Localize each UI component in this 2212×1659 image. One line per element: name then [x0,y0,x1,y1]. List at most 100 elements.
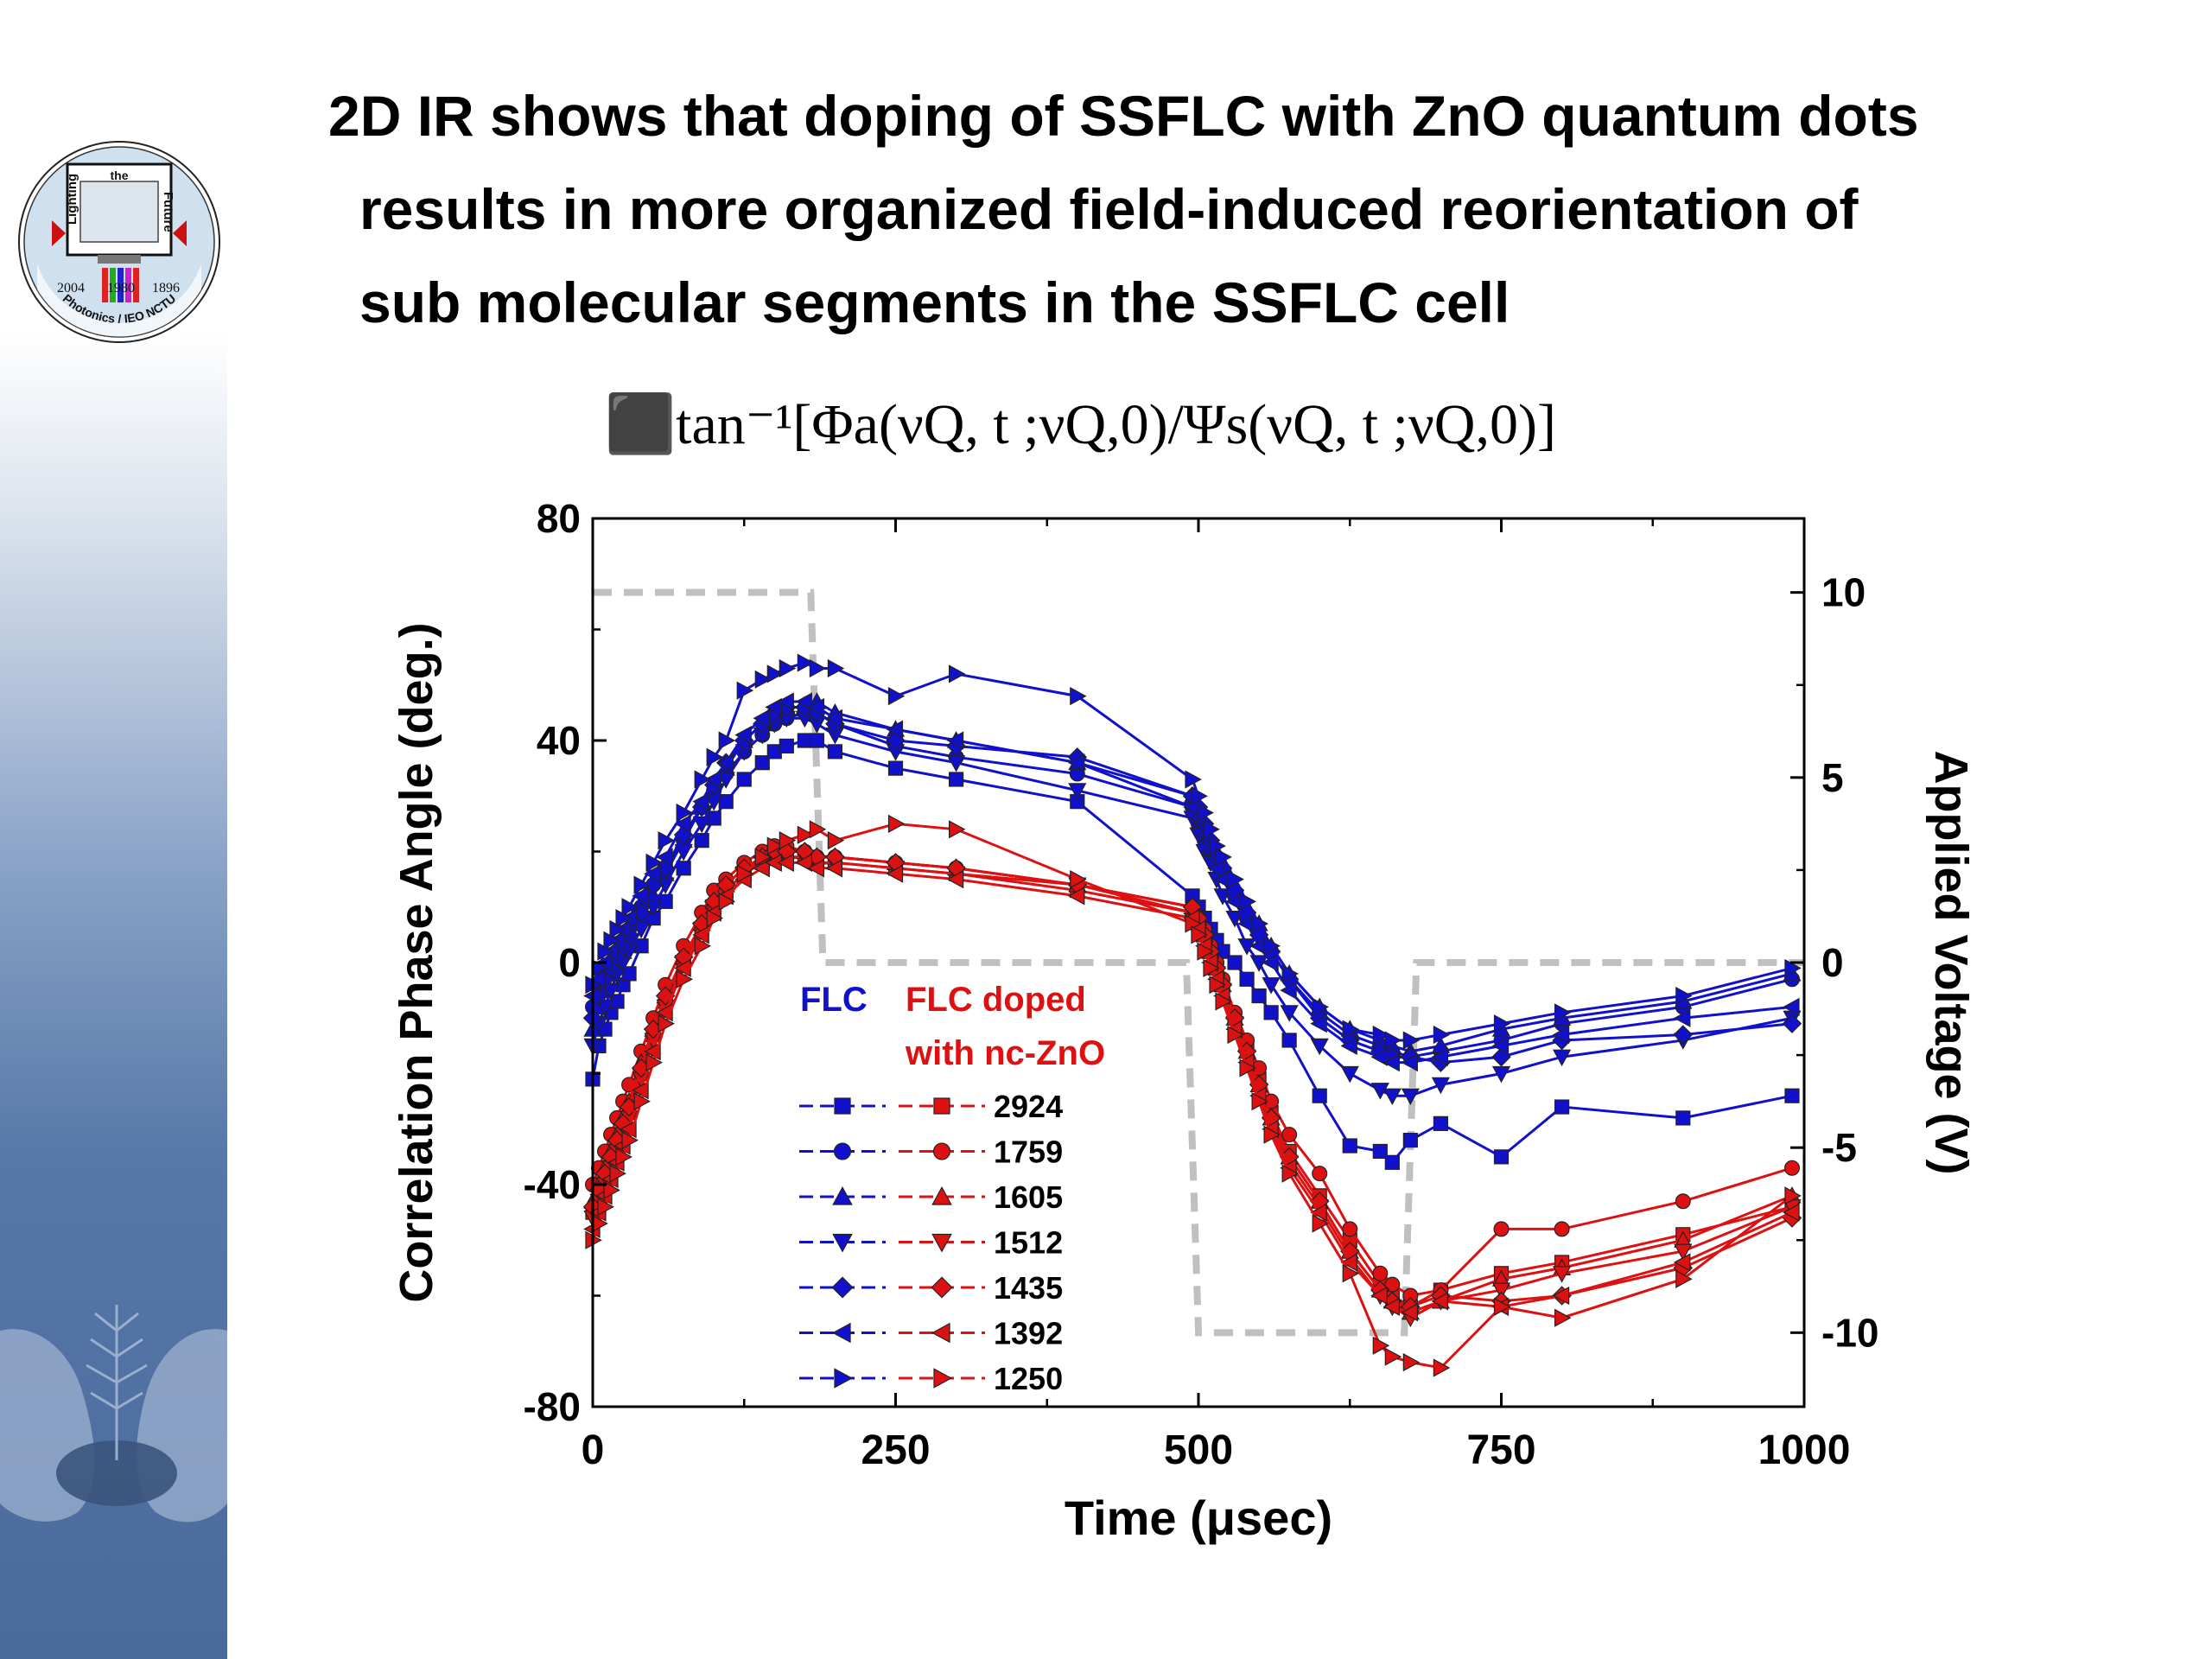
flc-point-1250 [1312,997,1330,1017]
flc-point-1250 [1493,1014,1511,1033]
legend-marker-flc [831,1276,854,1299]
flc-point-1392 [716,753,734,772]
doped-point-1250 [615,1147,632,1166]
doped-point-1392 [1401,1303,1418,1322]
flc-point-1512 [1340,1065,1359,1084]
doped-point-1392 [1382,1297,1400,1316]
legend-marker-doped [931,1322,950,1344]
y2-tick-label: 5 [1821,755,1844,800]
flc-point-1392 [1370,1047,1388,1066]
flc-point-1435 [1782,1014,1802,1033]
flc-point-1512 [1401,1088,1420,1106]
flc-point-2924 [1312,1088,1327,1103]
flc-point-1250 [1263,937,1281,956]
y-tick-label: 80 [537,496,581,541]
legend-marker-flc [834,1368,854,1389]
flc-series-line-1435 [591,705,1793,1065]
flc-point-2924 [754,755,770,771]
flc-point-1250 [1197,803,1214,823]
doped-point-1250 [1384,1347,1402,1366]
x-tick-label: 1000 [1758,1427,1851,1473]
flc-point-1392 [656,848,673,867]
flc-point-1392 [777,692,794,711]
flc-point-1392 [753,709,770,728]
flc-point-1250 [779,658,797,678]
legend-entry-label: 1435 [994,1270,1063,1306]
flc-point-1250 [658,831,675,850]
doped-point-1250 [621,1130,639,1150]
legend-marker-flc [832,1233,853,1253]
y-tick-label: -40 [524,1162,581,1207]
doped-point-1250 [1251,1092,1268,1111]
flc-point-1250 [1239,892,1256,911]
doped-point-1250 [706,908,724,928]
y-axis-label: Correlation Phase Angle (deg.) [391,622,442,1302]
flc-point-1250 [718,731,736,750]
doped-point-1250 [645,1053,663,1072]
flc-point-1250 [1203,820,1220,839]
flc-point-1392 [632,887,649,906]
flc-point-1392 [1673,1008,1691,1027]
flc-point-2924 [1433,1116,1449,1131]
doped-point-1250 [658,1014,675,1033]
flc-point-2924 [1554,1099,1570,1115]
doped-point-1250 [1402,1352,1421,1372]
doped-point-1250 [887,814,906,833]
doped-point-1435 [655,986,676,1006]
doped-point-1250 [1239,1058,1256,1077]
doped-point-1250 [1070,870,1087,889]
legend-entry-label: 1759 [994,1135,1063,1170]
phase-angle-chart: 0 250 500 750 1000 80 40 0 -40 -80 10 5 0 -5 -10 Time (… [391,496,1977,1545]
x-tick-label: 250 [861,1427,930,1473]
logo-text-the: the [111,168,129,182]
flc-point-1512 [1491,1065,1511,1084]
flc-point-1392 [1262,953,1279,972]
legend: FLC FLC doped with nc-ZnO 2924 1759 1605 1512 1… [799,981,1105,1396]
doped-point-1392 [1370,1286,1388,1306]
doped-point-1250 [1281,1164,1300,1183]
flc-point-1392 [1310,1014,1327,1033]
doped-point-1392 [886,864,904,883]
flc-point-1512 [1068,783,1087,800]
voltage-trace-layer [593,588,1804,1337]
flc-point-1392 [795,692,812,711]
doped-point-1250 [1784,1186,1802,1205]
doped-point-1392 [1310,1203,1327,1222]
flc-point-1512 [1225,911,1244,928]
doped-point-1250 [779,831,797,850]
flc-point-1512 [704,794,723,811]
flc-point-2924 [948,772,964,787]
legend-entry-label: 1512 [994,1225,1063,1261]
legend-marker-doped [932,1142,951,1160]
doped-point-1759 [1312,1166,1328,1182]
flc-point-1250 [736,681,754,700]
x-tick-label: 0 [582,1427,605,1473]
flc-point-1512 [1262,977,1281,995]
doped-point-1392 [1673,1253,1691,1272]
legend-entry-label: 1250 [994,1361,1063,1396]
doped-point-1250 [1493,1297,1511,1316]
flc-point-1512 [1213,888,1232,906]
flc-point-1250 [1185,770,1202,789]
axes-layer: 0 250 500 750 1000 80 40 0 -40 -80 10 5 0 -5 -10 Time (… [391,496,1977,1545]
flc-point-1392 [644,864,661,883]
doped-point-1250 [766,836,785,855]
flc-point-1392 [1783,997,1800,1017]
flc-point-1435 [1673,1025,1694,1045]
doped-point-1250 [633,1092,651,1111]
flc-point-2924 [718,794,734,810]
flc-point-1250 [1070,686,1087,706]
doped-point-1250 [718,892,736,911]
flc-point-1250 [1281,964,1300,983]
flc-point-2924 [1239,971,1255,987]
doped-point-1250 [1209,976,1226,995]
flc-point-1392 [1552,1025,1570,1045]
flc-point-1392 [765,697,782,717]
legend-entry-label: 1392 [994,1316,1063,1351]
flc-point-1392 [807,697,824,717]
y2-axis-label: Applied Voltage (V) [1925,750,1977,1174]
doped-point-1250 [1433,1358,1451,1377]
flc-point-1512 [716,772,735,789]
flc-point-2924 [736,772,752,787]
flc-point-1512 [946,755,966,772]
